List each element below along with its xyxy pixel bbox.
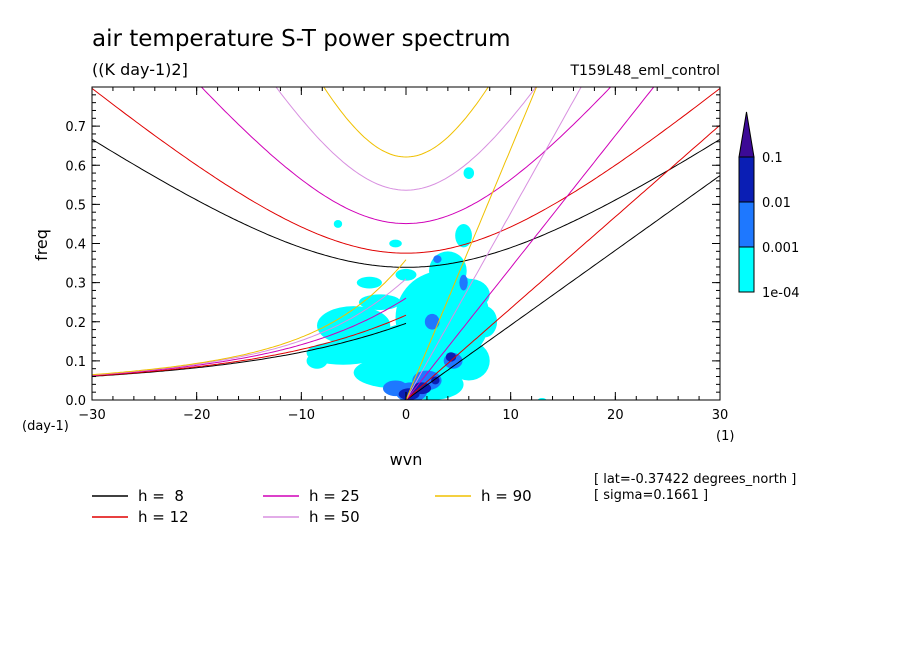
- legend-entry: h = 12: [138, 508, 189, 526]
- contour-level-1e-04: [395, 268, 417, 281]
- colorbar-segment: [738, 201, 755, 248]
- contour-level-1e-04: [471, 306, 498, 338]
- inertia-gravity-curve-25: [200, 87, 612, 225]
- y-tick-label: 0.5: [65, 198, 86, 213]
- y-tick-label: 0.4: [65, 238, 86, 253]
- y-tick-label: 0.1: [65, 355, 86, 370]
- contour-level-1e-04: [356, 276, 382, 289]
- kelvin-curve-8: [405, 175, 720, 400]
- contour-level-0.001: [433, 255, 442, 264]
- colorbar-segment: [738, 156, 755, 203]
- kelvin-curve-50: [405, 87, 582, 400]
- x-tick-label: −20: [183, 408, 210, 423]
- y-tick-label: 0.2: [65, 316, 86, 331]
- colorbar-level-label: 0.001: [762, 241, 799, 256]
- mixed-rossby-gravity-curve-12: [92, 314, 407, 377]
- colorbar-extend-arrow: [738, 111, 755, 158]
- y-tick-label: 0.7: [65, 120, 86, 135]
- contour-level-1e-04: [463, 167, 475, 179]
- mixed-rossby-gravity-curve-90: [92, 259, 407, 376]
- dispersion-curves-layer: [92, 87, 720, 400]
- x-axis-label: wvn: [390, 450, 423, 469]
- x-tick-label: −30: [78, 408, 105, 423]
- x-tick-label: −10: [288, 408, 315, 423]
- x-unit-label: (1): [716, 429, 734, 444]
- sigma-annotation: [ sigma=0.1661 ]: [594, 488, 708, 503]
- legend-entry: h = 8: [138, 487, 184, 505]
- colorbar: 1e-04 0.001 0.01 0.1: [738, 111, 800, 301]
- contour-level-1e-04: [389, 239, 402, 248]
- legend-entry: h = 90: [481, 487, 532, 505]
- contour-level-1e-04: [306, 353, 328, 369]
- contour-fill-layer: [306, 167, 547, 400]
- inertia-gravity-curve-50: [275, 87, 537, 191]
- y-tick-label: 0.3: [65, 277, 86, 292]
- y-tick-label: 0.0: [65, 394, 86, 409]
- colorbar-level-label: 1e-04: [762, 286, 800, 301]
- axes-layer: −30 −20 −10 0 10 20 30 0.0 0.1 0.2 0.3 0.4 0.5 0.6 0.7: [65, 86, 729, 423]
- colorbar-level-label: 0.01: [762, 196, 791, 211]
- chart-title: air temperature S-T power spectrum: [92, 26, 511, 52]
- legend: h = 8 h = 12 h = 25 h = 50 h = 90: [92, 487, 532, 526]
- contour-level-1e-04: [358, 294, 401, 311]
- contour-level-1e-04: [455, 223, 472, 248]
- y-unit-label: (day-1): [22, 419, 69, 434]
- legend-entry: h = 25: [309, 487, 360, 505]
- x-tick-label: 20: [607, 408, 624, 423]
- y-tick-label: 0.6: [65, 159, 86, 174]
- chart-subtitle: ((K day-1)2]: [92, 60, 188, 79]
- contour-level-1e-04: [447, 341, 490, 381]
- contour-level-0.01: [431, 376, 440, 385]
- mixed-rossby-gravity-curve-8: [92, 322, 407, 377]
- mixed-rossby-gravity-curve-25: [92, 297, 407, 376]
- legend-entry: h = 50: [309, 508, 360, 526]
- lat-annotation: [ lat=-0.37422 degrees_north ]: [594, 472, 796, 487]
- experiment-label: T159L48_eml_control: [569, 63, 720, 79]
- contour-level-0.001: [424, 313, 440, 330]
- x-tick-label: 30: [712, 408, 729, 423]
- x-tick-label: 10: [502, 408, 519, 423]
- contour-level-1e-04: [411, 278, 464, 303]
- y-axis-label: freq: [32, 229, 51, 261]
- kelvin-curve-12: [405, 124, 720, 400]
- contour-level-1e-04: [333, 220, 343, 228]
- contour-level-0.01: [445, 352, 457, 362]
- x-tick-label: 0: [402, 408, 410, 423]
- colorbar-level-label: 0.1: [762, 151, 783, 166]
- kelvin-curve-90: [405, 87, 538, 400]
- colorbar-segment: [738, 246, 755, 293]
- inertia-gravity-curve-12: [92, 88, 720, 254]
- inertia-gravity-curve-90: [323, 87, 489, 158]
- contour-level-0.001: [459, 274, 468, 291]
- kelvin-curve-25: [405, 87, 655, 400]
- inertia-gravity-curve-8: [92, 138, 720, 268]
